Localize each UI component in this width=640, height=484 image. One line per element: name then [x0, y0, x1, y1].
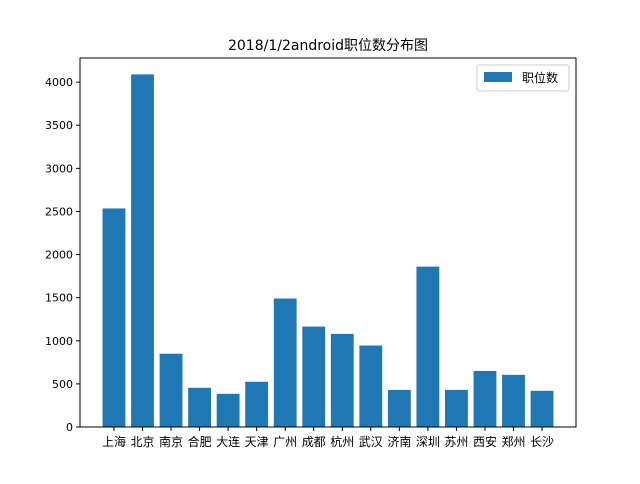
x-tick-label: 广州 [273, 435, 297, 449]
legend-box [476, 64, 570, 92]
bar-成都 [302, 326, 326, 427]
bar-深圳 [416, 266, 440, 427]
bar-天津 [245, 381, 269, 427]
bar-武汉 [359, 345, 383, 427]
x-tick-label: 长沙 [530, 435, 554, 449]
y-tick-label: 4000 [45, 76, 73, 89]
x-tick-label: 天津 [245, 435, 269, 449]
axes-frame [79, 57, 577, 428]
bar-合肥 [188, 387, 211, 427]
y-tick-label: 1500 [45, 292, 73, 305]
x-tick-label: 济南 [387, 434, 411, 449]
y-tick-label: 3500 [45, 119, 73, 132]
x-tick-label: 北京 [130, 435, 154, 449]
legend: 职位数 [476, 64, 570, 92]
x-tick-label: 苏州 [444, 435, 468, 449]
x-tick-label: 深圳 [416, 435, 440, 449]
bar-上海 [102, 208, 126, 427]
bar-长沙 [530, 390, 554, 427]
bar-大连 [216, 393, 240, 427]
y-tick-label: 1000 [45, 335, 73, 348]
bar-苏州 [445, 389, 468, 427]
x-tick-label: 郑州 [501, 434, 525, 449]
x-tick-label: 合肥 [188, 434, 212, 449]
bar-南京 [159, 353, 183, 427]
bar-杭州 [330, 333, 354, 427]
chart-title: 2018/1/2android职位数分布图 [228, 38, 428, 54]
x-tick-label: 大连 [216, 434, 240, 449]
bar-郑州 [502, 374, 525, 427]
x-tick-label: 武汉 [359, 435, 383, 449]
bar-广州 [273, 298, 297, 427]
y-tick-label: 2000 [45, 249, 73, 262]
x-tick-label: 成都 [302, 435, 326, 449]
y-tick-label: 3000 [45, 162, 73, 175]
bar-济南 [387, 389, 411, 427]
bar-西安 [473, 370, 497, 427]
bar-北京 [131, 74, 154, 427]
y-tick-label: 500 [52, 378, 73, 391]
x-tick-label: 南京 [159, 434, 183, 449]
y-tick-label: 2500 [45, 205, 73, 218]
legend-swatch [484, 72, 512, 82]
x-tick-label: 上海 [102, 434, 126, 449]
x-tick-label: 杭州 [330, 434, 354, 449]
legend-label: 职位数 [522, 70, 558, 85]
x-tick-label: 西安 [473, 434, 497, 449]
y-tick-label: 0 [66, 421, 73, 434]
